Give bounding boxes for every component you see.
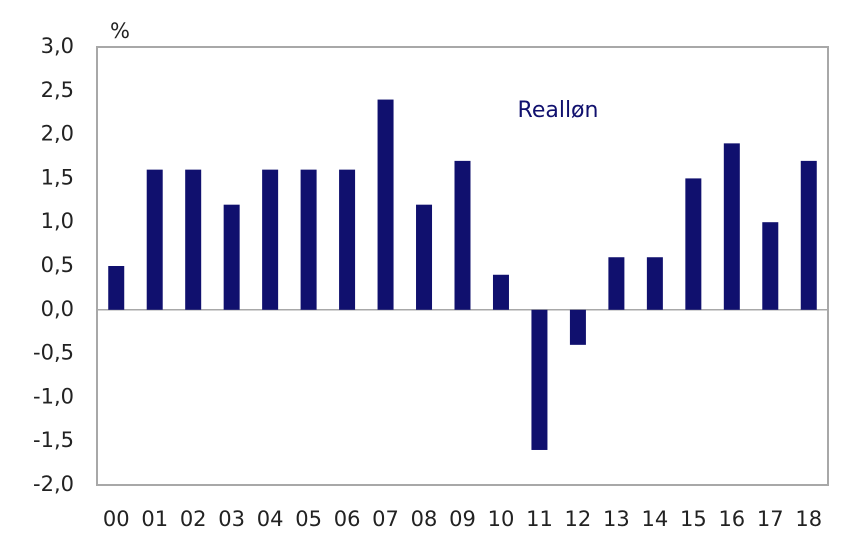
x-tick-label: 18 — [795, 507, 822, 531]
bar — [608, 257, 625, 310]
x-tick-label: 01 — [141, 507, 168, 531]
x-tick-label: 06 — [334, 507, 361, 531]
x-tick-label: 10 — [488, 507, 515, 531]
x-tick-label: 12 — [565, 507, 592, 531]
y-tick-label: 1,0 — [41, 209, 74, 233]
y-tick-label: 1,5 — [41, 165, 74, 189]
y-tick-label: 2,0 — [41, 122, 74, 146]
x-tick-label: 11 — [526, 507, 553, 531]
bar — [531, 309, 548, 450]
bar — [262, 169, 279, 310]
x-tick-label: 04 — [257, 507, 284, 531]
y-tick-label: 3,0 — [41, 34, 74, 58]
x-tick-label: 02 — [180, 507, 207, 531]
y-tick-label: 2,5 — [41, 78, 74, 102]
y-tick-label: -0,5 — [33, 341, 74, 365]
y-tick-label: -1,5 — [33, 428, 74, 452]
bar — [185, 169, 202, 310]
bar — [646, 257, 663, 310]
bar — [800, 160, 817, 310]
x-tick-label: 09 — [449, 507, 476, 531]
y-tick-label: -1,0 — [33, 384, 74, 408]
x-tick-label: 07 — [372, 507, 399, 531]
x-tick-label: 16 — [718, 507, 745, 531]
x-tick-label: 05 — [295, 507, 322, 531]
annotation: Realløn — [518, 98, 599, 123]
y-tick-label: 0,5 — [41, 253, 74, 277]
x-tick-label: 15 — [680, 507, 707, 531]
bar — [108, 266, 125, 310]
bar — [569, 309, 586, 345]
bar — [377, 99, 394, 310]
y-tick-label: -2,0 — [33, 472, 74, 496]
bar — [416, 204, 433, 310]
bar — [685, 178, 702, 310]
bar — [454, 160, 471, 310]
bar — [146, 169, 163, 310]
x-tick-label: 00 — [103, 507, 130, 531]
bar — [339, 169, 356, 310]
bar — [223, 204, 240, 310]
bar — [492, 274, 509, 310]
bar — [723, 143, 740, 310]
x-tick-label: 03 — [218, 507, 245, 531]
y-axis-label: % — [110, 19, 130, 43]
x-tick-label: 17 — [757, 507, 784, 531]
x-tick-label: 14 — [642, 507, 669, 531]
x-tick-label: 08 — [411, 507, 438, 531]
bar — [762, 222, 779, 310]
bar — [300, 169, 317, 310]
plot-frame — [96, 46, 829, 486]
y-tick-label: 0,0 — [41, 297, 74, 321]
x-tick-label: 13 — [603, 507, 630, 531]
